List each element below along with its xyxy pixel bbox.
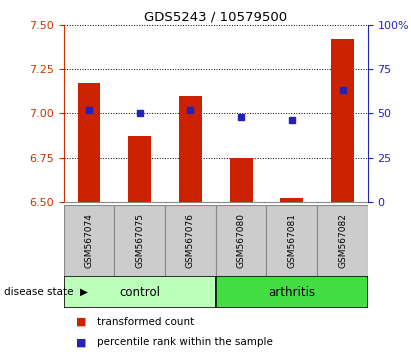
Text: disease state  ▶: disease state ▶ — [4, 287, 88, 297]
Text: GSM567081: GSM567081 — [287, 213, 296, 268]
Text: ■: ■ — [76, 337, 87, 348]
Bar — [114, 205, 165, 276]
Bar — [280, 198, 303, 202]
Text: GSM567074: GSM567074 — [85, 213, 94, 268]
Text: GSM567080: GSM567080 — [237, 213, 246, 268]
Text: GSM567076: GSM567076 — [186, 213, 195, 268]
Text: control: control — [119, 286, 160, 298]
Title: GDS5243 / 10579500: GDS5243 / 10579500 — [144, 11, 287, 24]
Text: arthritis: arthritis — [268, 286, 315, 298]
Text: GSM567082: GSM567082 — [338, 213, 347, 268]
Bar — [266, 205, 317, 276]
Bar — [216, 276, 368, 308]
Bar — [216, 205, 266, 276]
Bar — [179, 96, 202, 202]
Bar — [128, 136, 151, 202]
Bar — [64, 276, 216, 308]
Text: transformed count: transformed count — [97, 317, 194, 327]
Text: GSM567075: GSM567075 — [135, 213, 144, 268]
Bar — [78, 83, 100, 202]
Bar — [317, 205, 368, 276]
Bar — [331, 39, 354, 202]
Text: ■: ■ — [76, 317, 87, 327]
Text: percentile rank within the sample: percentile rank within the sample — [97, 337, 272, 348]
Bar — [165, 205, 216, 276]
Bar — [230, 158, 252, 202]
Bar — [64, 205, 114, 276]
